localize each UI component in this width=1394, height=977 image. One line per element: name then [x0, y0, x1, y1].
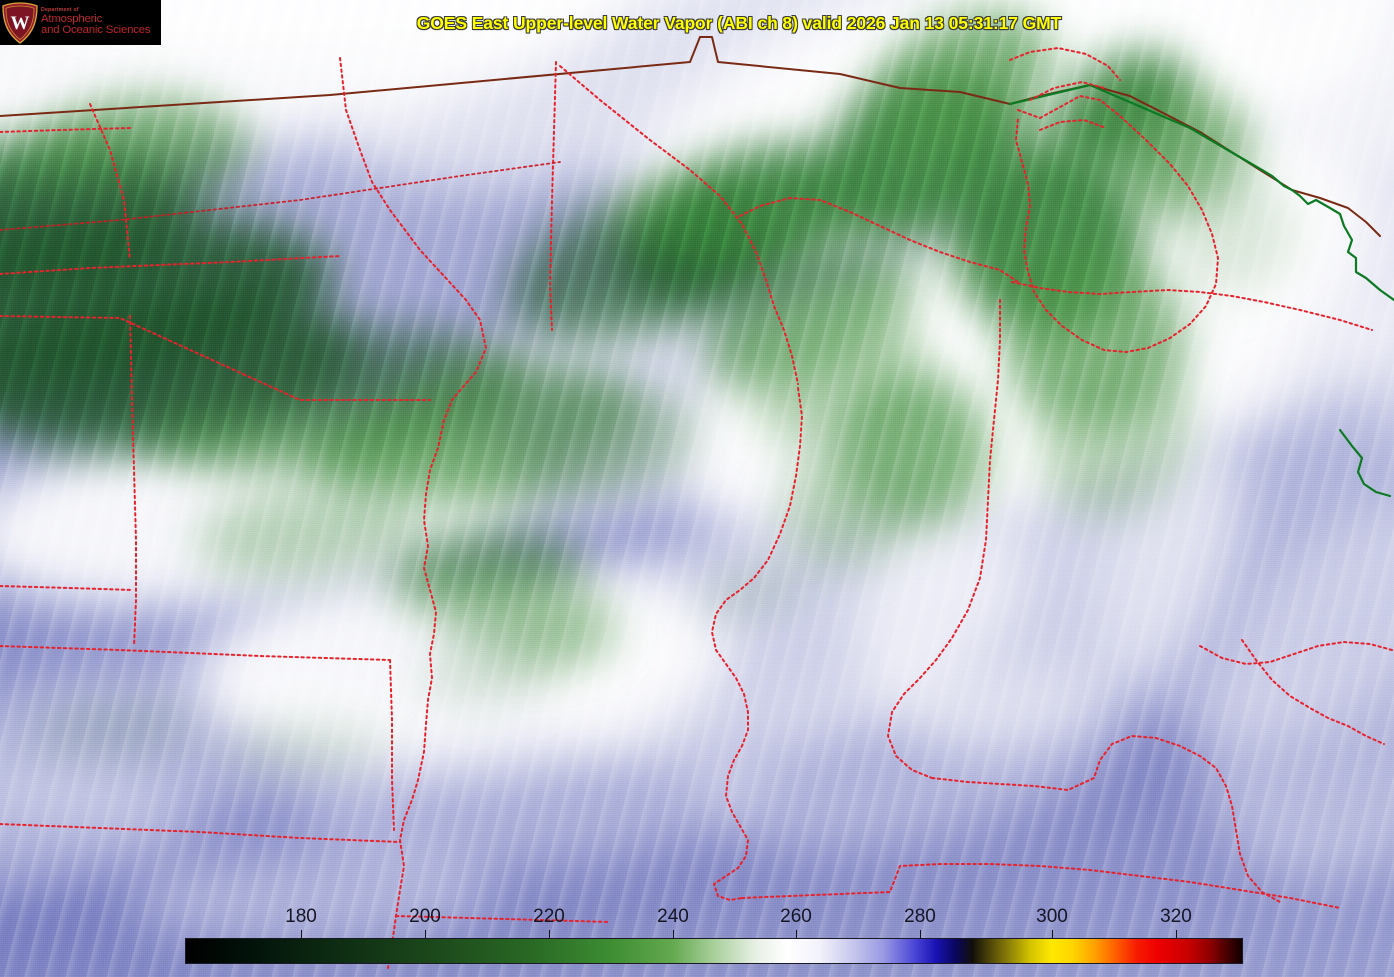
- colorbar-tick: [673, 930, 674, 938]
- colorbar-tick: [549, 930, 550, 938]
- colorbar-tick-label: 240: [657, 906, 689, 927]
- colorbar-tick: [425, 930, 426, 938]
- colorbar-tick: [1052, 930, 1053, 938]
- logo-wordmark: Department of Atmospheric and Oceanic Sc…: [41, 7, 151, 37]
- colorbar-tick-label: 200: [409, 906, 441, 927]
- colorbar-tick: [796, 930, 797, 938]
- colorbar-tick-label: 320: [1160, 906, 1192, 927]
- colorbar: [185, 938, 1243, 964]
- logo-line-2: and Oceanic Sciences: [41, 24, 151, 37]
- uw-madison-crest-icon: W: [1, 1, 39, 44]
- logo-line-1: Atmospheric: [41, 12, 103, 25]
- svg-text:W: W: [11, 13, 30, 34]
- page-title: GOES East Upper-level Water Vapor (ABI c…: [416, 13, 1062, 33]
- colorbar-tick: [301, 930, 302, 938]
- colorbar-tick-label: 220: [533, 906, 565, 927]
- colorbar-ticks: 180 200 220 240 260 280 300 320: [185, 906, 1243, 938]
- colorbar-tick: [1176, 930, 1177, 938]
- colorbar-tick-label: 260: [780, 906, 812, 927]
- uw-aos-logo: W Department of Atmospheric and Oceanic …: [0, 0, 161, 45]
- colorbar-gradient: [185, 938, 1243, 964]
- colorbar-tick: [920, 930, 921, 938]
- logo-department-line: Department of: [41, 7, 79, 14]
- colorbar-tick-label: 180: [285, 906, 317, 927]
- colorbar-tick-label: 280: [904, 906, 936, 927]
- colorbar-tick-label: 300: [1036, 906, 1068, 927]
